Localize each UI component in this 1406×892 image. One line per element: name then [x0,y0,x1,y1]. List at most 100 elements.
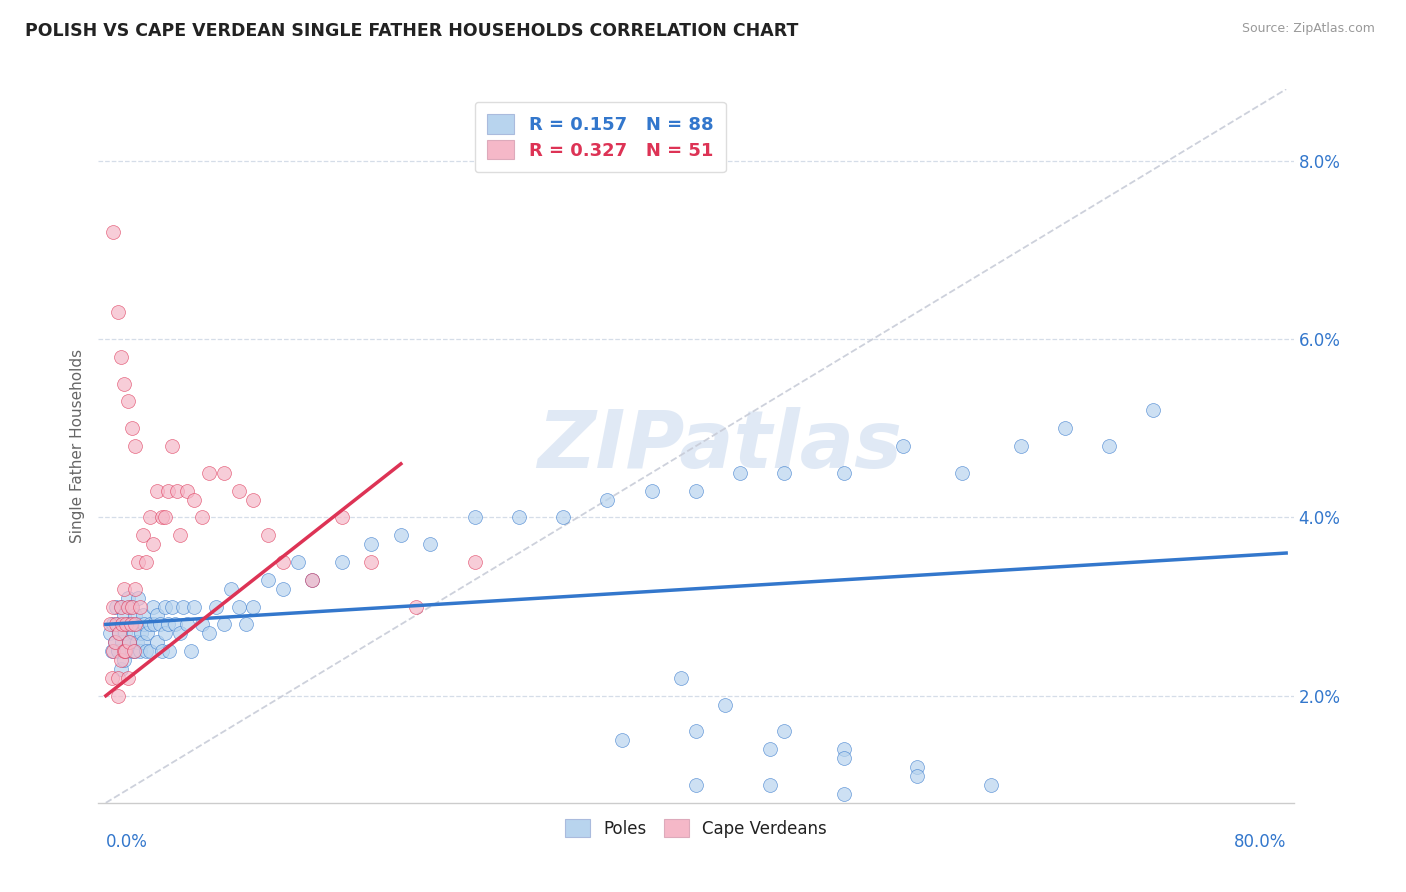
Point [121,599,143,614]
Point [172,599,194,614]
Point [714,698,737,712]
Point [685,483,707,498]
Point [198,626,221,640]
Point [980,778,1002,792]
Point [641,483,664,498]
Point [360,555,382,569]
Point [143,617,166,632]
Point [153,599,176,614]
Point [112,644,135,658]
Point [107,305,129,319]
Point [112,653,135,667]
Point [101,599,124,614]
Point [115,644,138,658]
Point [131,635,153,649]
Point [127,591,149,605]
Point [146,608,169,623]
Point [832,742,855,756]
Point [124,644,146,658]
Point [110,350,132,364]
Point [160,439,183,453]
Point [212,617,235,632]
Point [101,617,124,632]
Point [104,635,127,649]
Point [100,644,122,658]
Point [150,510,173,524]
Point [134,617,156,632]
Point [950,466,973,480]
Point [110,599,132,614]
Point [330,555,353,569]
Point [242,599,264,614]
Point [121,421,143,435]
Point [228,599,250,614]
Point [107,689,129,703]
Point [257,573,280,587]
Point [685,724,707,739]
Point [419,537,441,551]
Point [111,617,134,632]
Point [124,439,146,453]
Text: POLISH VS CAPE VERDEAN SINGLE FATHER HOUSEHOLDS CORRELATION CHART: POLISH VS CAPE VERDEAN SINGLE FATHER HOU… [25,22,799,40]
Point [121,617,143,632]
Point [156,617,179,632]
Point [107,671,129,685]
Point [101,225,124,239]
Point [176,483,198,498]
Point [360,537,382,551]
Point [287,555,309,569]
Point [169,528,191,542]
Point [758,742,780,756]
Point [117,599,139,614]
Point [301,573,323,587]
Point [120,599,142,614]
Point [157,644,180,658]
Point [122,626,145,640]
Point [127,555,149,569]
Point [136,626,159,640]
Point [671,671,693,685]
Point [122,644,145,658]
Point [219,582,242,596]
Point [107,644,129,658]
Point [120,617,142,632]
Point [110,599,132,614]
Point [129,626,152,640]
Text: Source: ZipAtlas.com: Source: ZipAtlas.com [1241,22,1375,36]
Point [773,724,796,739]
Y-axis label: Single Father Households: Single Father Households [69,349,84,543]
Point [153,510,176,524]
Point [832,466,855,480]
Point [117,591,139,605]
Point [685,778,707,792]
Point [389,528,412,542]
Text: 80.0%: 80.0% [1234,833,1286,851]
Point [124,582,146,596]
Point [905,769,928,783]
Point [242,492,264,507]
Point [124,608,146,623]
Point [832,787,855,801]
Point [146,635,169,649]
Point [117,671,139,685]
Point [135,644,157,658]
Point [124,617,146,632]
Point [114,644,136,658]
Point [228,483,250,498]
Point [150,644,173,658]
Point [118,635,141,649]
Point [758,778,780,792]
Point [553,510,575,524]
Point [160,599,183,614]
Point [98,626,121,640]
Point [101,644,124,658]
Point [169,626,191,640]
Point [190,617,212,632]
Point [464,555,486,569]
Point [891,439,914,453]
Point [128,644,150,658]
Point [139,510,162,524]
Point [112,376,135,391]
Point [142,599,165,614]
Legend: Poles, Cape Verdeans: Poles, Cape Verdeans [558,813,834,845]
